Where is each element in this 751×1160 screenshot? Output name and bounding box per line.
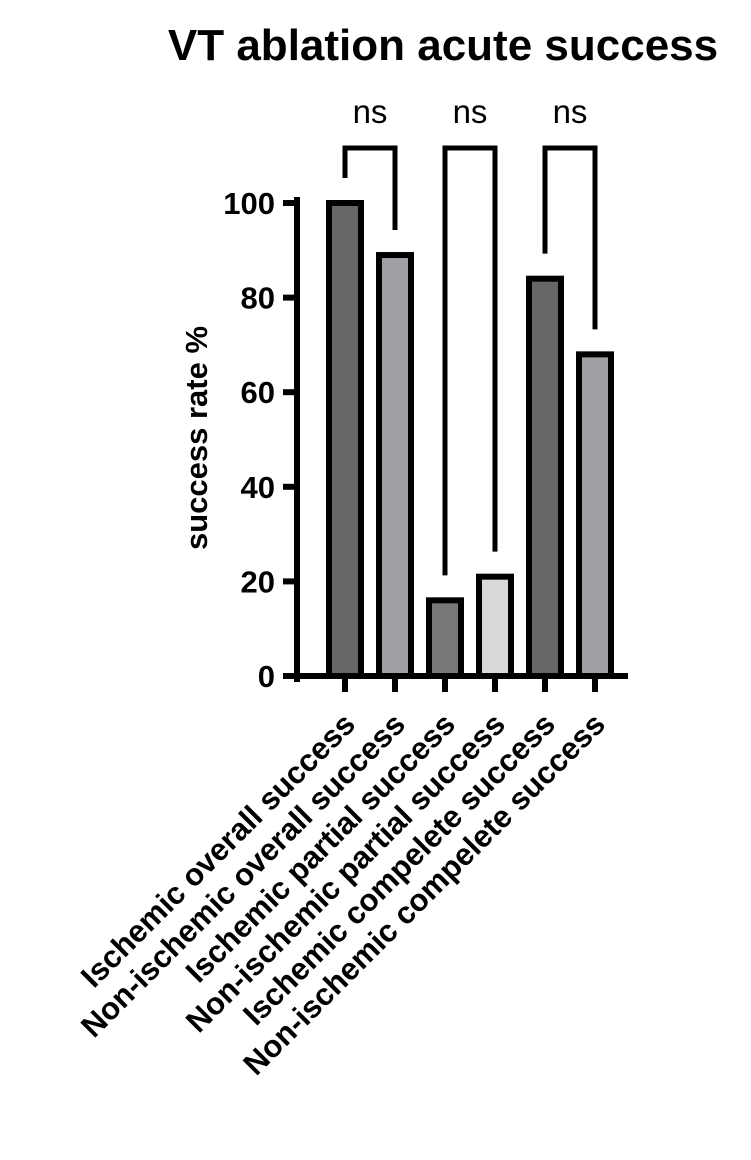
y-tick-label: 100 bbox=[223, 186, 275, 221]
y-tick-label: 40 bbox=[241, 470, 275, 505]
y-tick-label: 20 bbox=[241, 564, 275, 599]
y-axis-label: success rate % bbox=[179, 326, 214, 550]
y-tick-label: 80 bbox=[241, 281, 275, 316]
bar-4 bbox=[476, 573, 514, 679]
bar-6 bbox=[576, 351, 614, 679]
y-tick-label: 60 bbox=[241, 375, 275, 410]
significance-group: ns ns ns bbox=[342, 93, 598, 576]
significance-label: ns bbox=[353, 93, 388, 130]
bar-2 bbox=[376, 252, 414, 679]
chart-title: VT ablation acute success bbox=[168, 21, 718, 70]
bar-3 bbox=[426, 597, 464, 680]
bar-5 bbox=[526, 275, 564, 679]
significance-label: ns bbox=[453, 93, 488, 130]
y-tick-label: 0 bbox=[258, 659, 275, 694]
bar-1 bbox=[326, 200, 364, 679]
bars-group bbox=[326, 200, 614, 680]
significance-bracket bbox=[542, 145, 598, 330]
significance-bracket bbox=[342, 145, 398, 231]
significance-label: ns bbox=[553, 93, 588, 130]
significance-bracket bbox=[442, 145, 498, 576]
